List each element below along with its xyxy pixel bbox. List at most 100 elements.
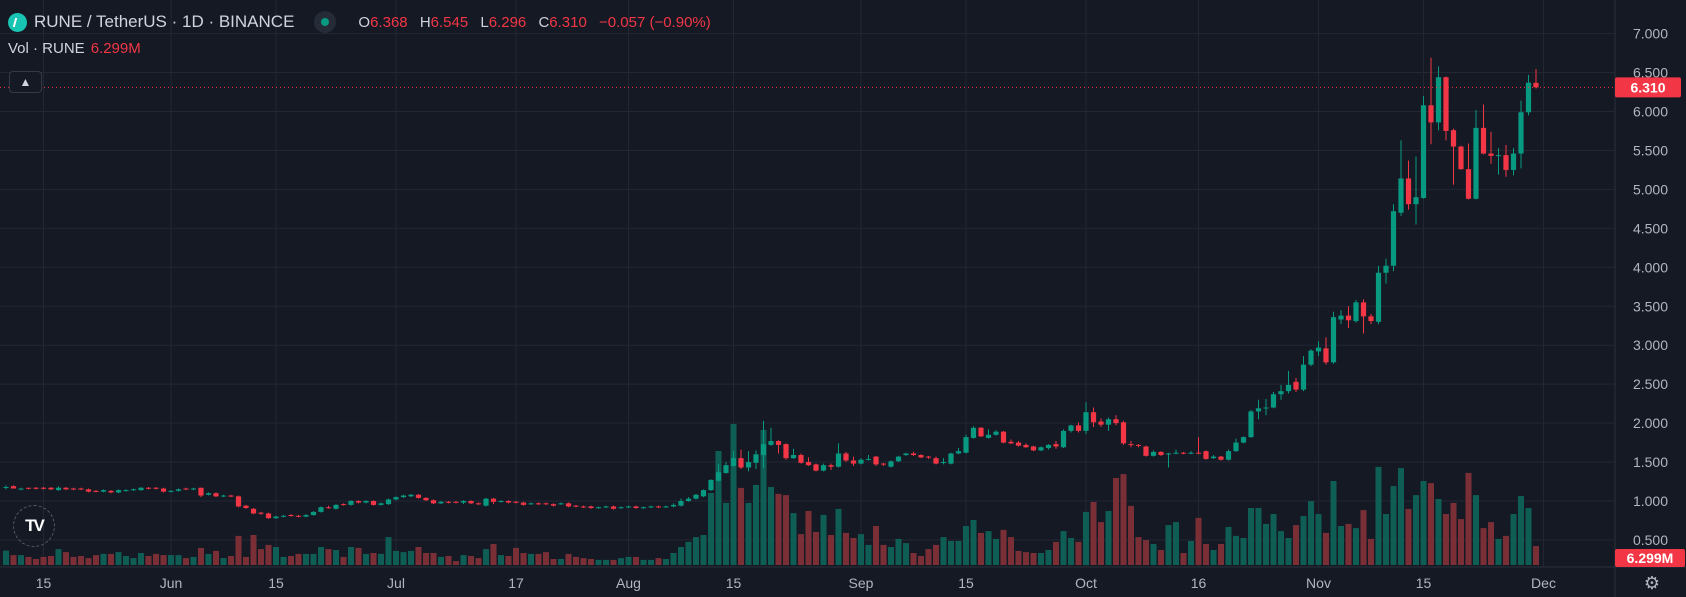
candle-body [1128,444,1134,446]
candle [295,515,302,518]
candle-body [1405,178,1412,205]
volume-bar [280,556,287,565]
candle [1120,420,1127,445]
candle [85,488,92,493]
volume-bar [1458,519,1464,565]
candle-body [183,488,189,490]
price-tick-label: 4.000 [1633,259,1668,275]
volume-bar [933,544,939,565]
candle-body [1435,77,1442,123]
volume-bar [1353,528,1359,565]
candle [48,486,54,491]
candle [1225,449,1232,461]
candle-body [543,503,549,505]
last-volume-value: 6.299M [1627,550,1674,566]
candle-body [1323,348,1329,363]
candle [543,502,549,505]
candle-body [963,437,969,453]
volume-bar [228,556,234,565]
candle-body [475,503,482,505]
candle [1488,131,1494,164]
candle-body [1360,302,1367,317]
collapse-legend-button[interactable]: ▲ [9,71,42,93]
price-tick-label: 5.500 [1633,142,1668,158]
candle-body [40,487,47,489]
price-axis[interactable]: 7.000 6.500 6.000 5.500 5.000 4.500 4.000 3.500… [1633,26,1668,548]
volume-bar [85,558,92,565]
candle [1105,417,1112,431]
volume-bar [1495,538,1502,565]
candle-body [955,451,962,454]
candle-body [1308,350,1314,365]
symbol-title[interactable]: RUNE / TetherUS · 1D · BINANCE [34,12,295,31]
volume-bar [513,547,519,565]
candle [1480,104,1487,155]
candle [1278,384,1284,400]
volume-bar [948,541,954,565]
candle [1180,451,1187,455]
candle-body [1053,444,1059,447]
candle [648,505,654,509]
candle-body [355,501,362,503]
candle [1150,450,1157,457]
volume-bar [183,558,189,565]
candle-body [130,489,137,491]
volume-bar [1128,505,1134,565]
volume-bar [1098,522,1104,565]
candle-body [858,459,864,464]
candle-body [985,434,992,438]
volume-bar [370,553,377,565]
volume-bar [1053,541,1059,565]
volume-bar [895,538,902,565]
candle [1240,436,1247,444]
candle [820,463,827,472]
volume-bar [1323,532,1329,565]
candle-body [655,506,662,508]
volume-bar [93,555,99,565]
candle-body [1120,422,1127,444]
candle [1330,311,1337,364]
time-axis[interactable]: 15 Jun 15 Jul 17 Aug 15 Sep 15 Oct 16 Nov 15 Dec [36,575,1556,591]
candle-body [1270,394,1277,408]
candle [963,434,969,454]
volume-bar [663,559,669,565]
volume-bar [243,556,249,565]
volume-bar [1225,526,1232,565]
candle-body [775,441,782,445]
volume-bar [768,487,774,565]
candle [618,506,624,509]
volume-bar [415,547,422,565]
candle-body [1045,444,1052,449]
tradingview-logo-icon[interactable]: TV [13,505,55,547]
candle-body [873,456,879,465]
candle-body [198,487,204,496]
candle [1015,441,1022,447]
volume-label[interactable]: Vol · RUNE [8,40,85,57]
volume-bar [220,558,227,565]
volume-bar [78,556,84,565]
time-tick-label: 15 [268,575,284,591]
chart-legend: RUNE / TetherUS · 1D · BINANCE O6.368 H6… [8,10,719,34]
volume-bar [610,559,617,565]
candle-body [670,504,677,507]
candle [933,456,939,465]
candle-body [1450,130,1457,147]
candle-body [1023,444,1029,448]
candle-body [678,501,684,506]
candle [970,426,977,439]
candle [1495,148,1502,175]
volume-bar [445,556,452,565]
market-status-indicator[interactable] [314,11,337,33]
candle-body [1075,425,1082,431]
candle-body [505,501,512,503]
volume-bar [828,535,834,565]
rune-coin-logo-icon [8,12,27,32]
volume-bar [1030,553,1037,565]
candle-body [1060,430,1067,448]
gear-icon[interactable]: ⚙ [1643,573,1661,593]
volume-bar [385,537,392,565]
candle-body [1480,127,1487,154]
candle [1135,444,1142,448]
volume-bar [1263,523,1269,565]
